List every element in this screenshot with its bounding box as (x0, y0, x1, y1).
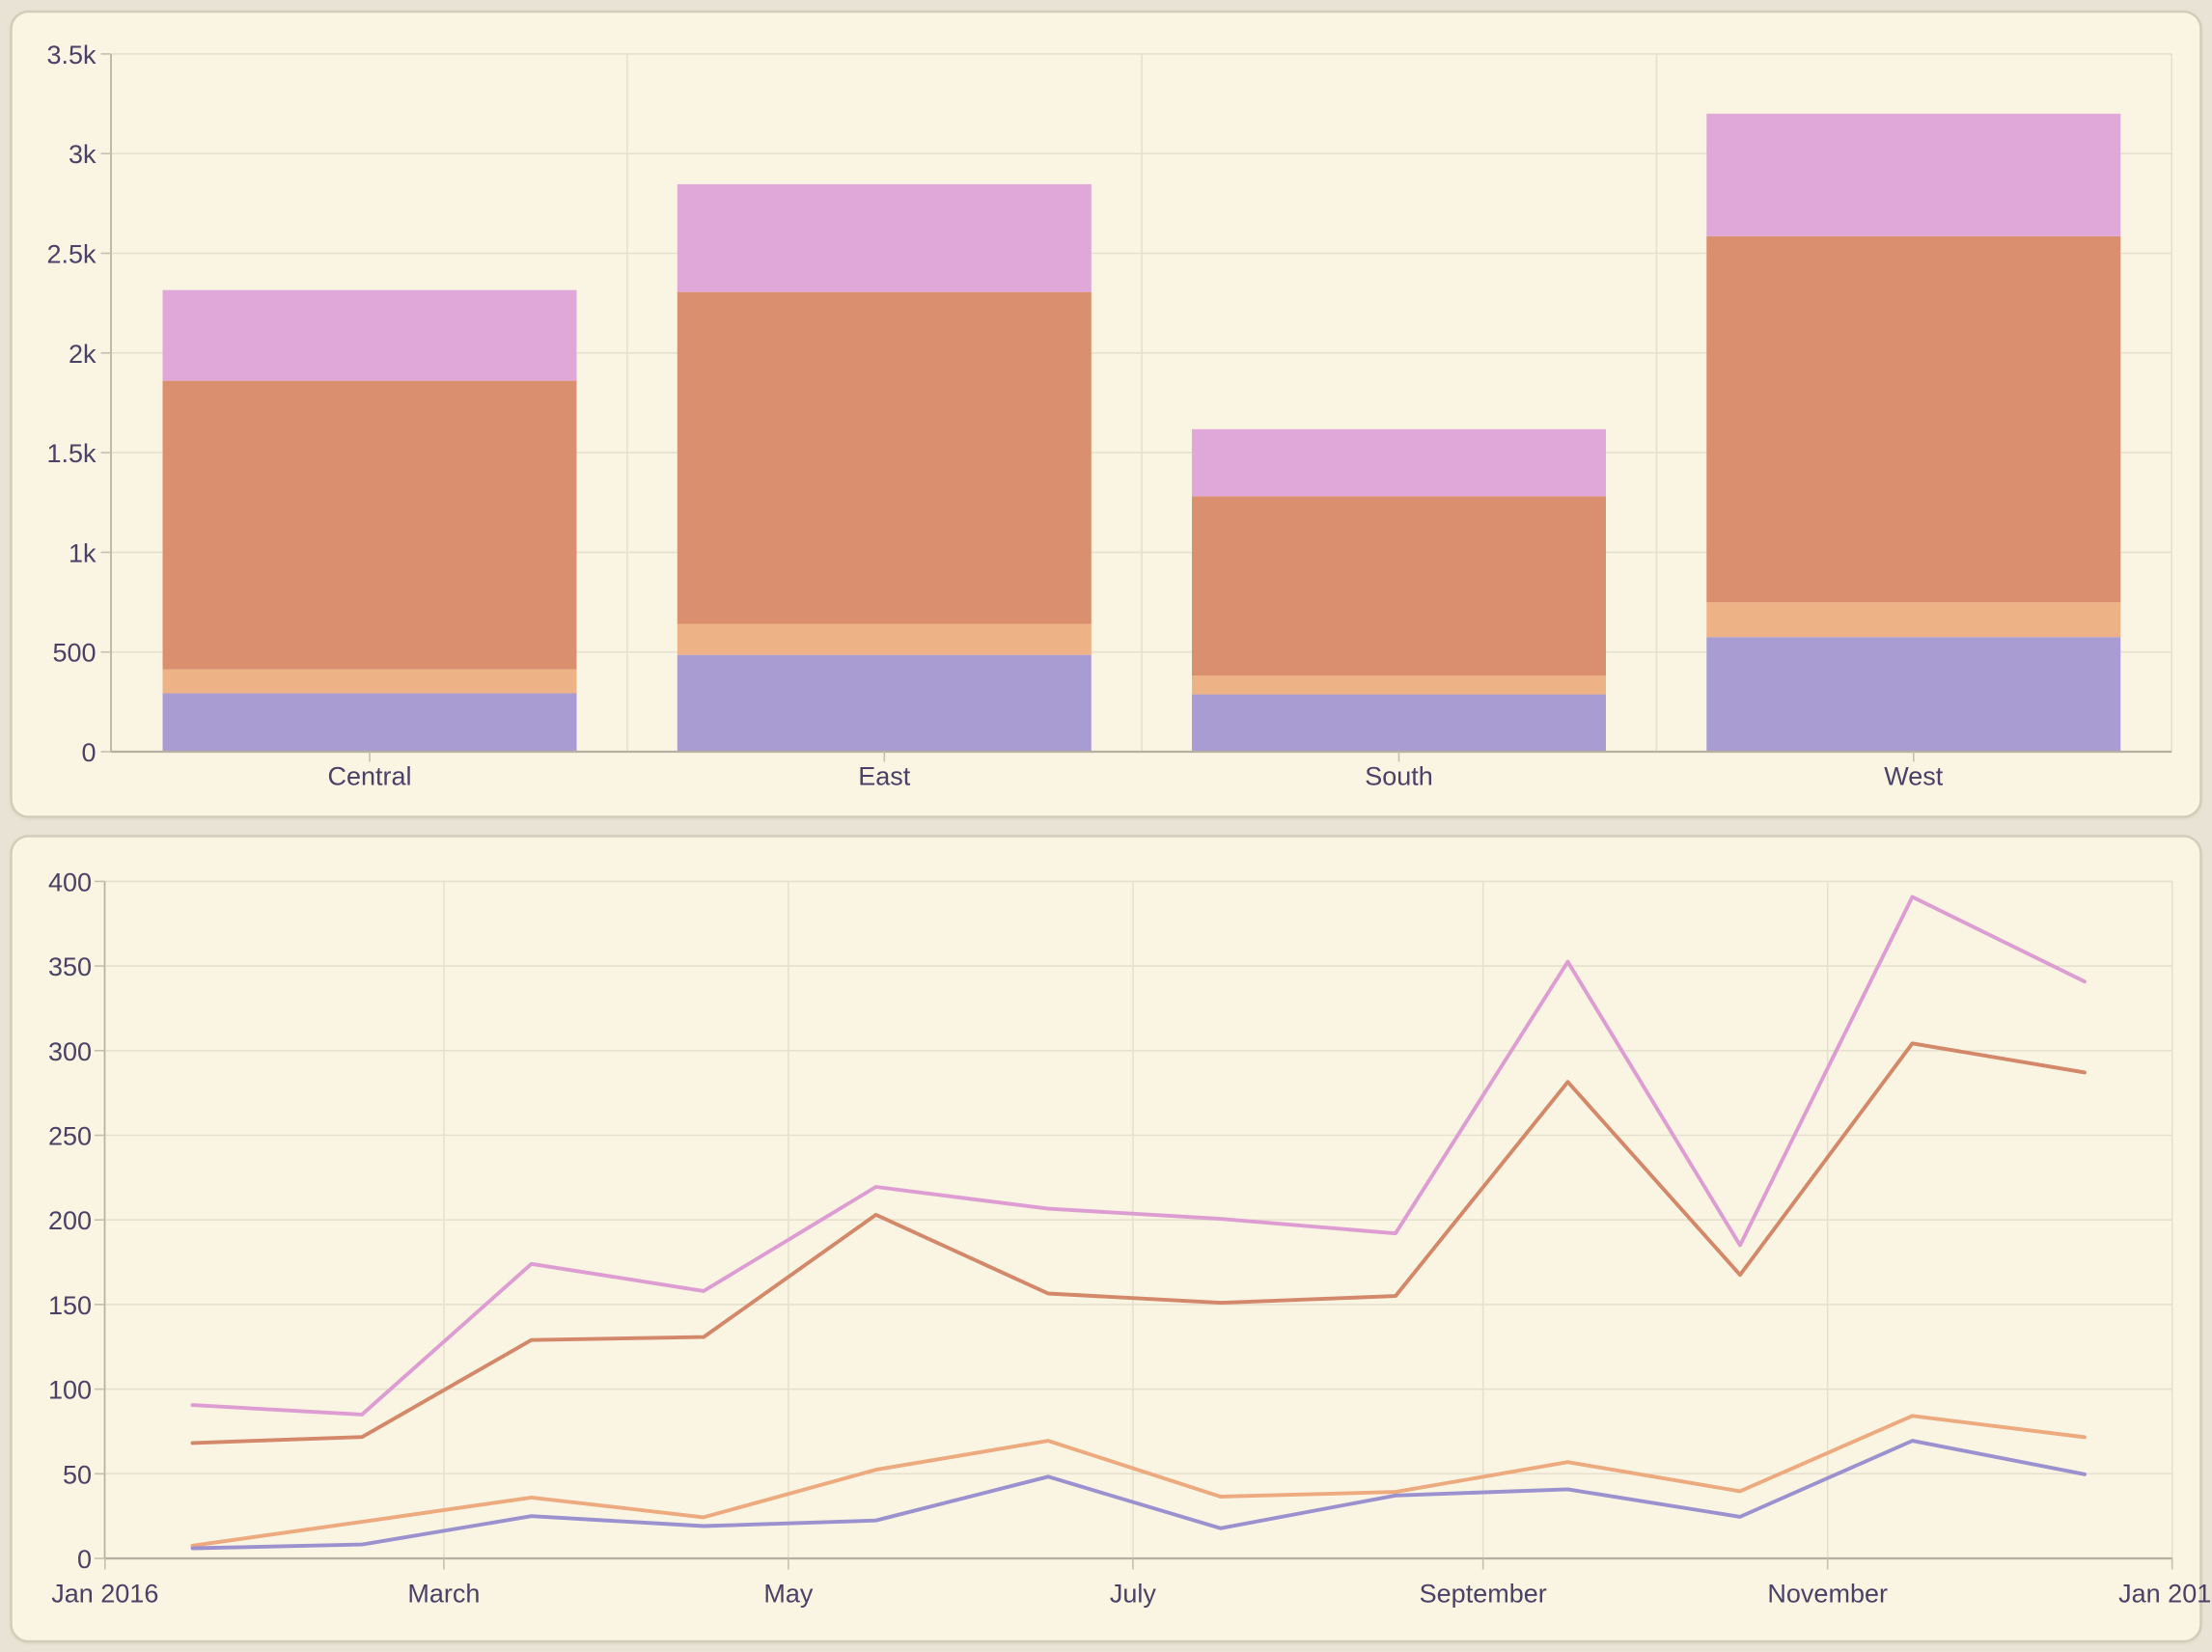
svg-text:300: 300 (48, 1037, 92, 1066)
svg-text:July: July (1110, 1580, 1157, 1609)
svg-text:November: November (1767, 1580, 1888, 1609)
svg-text:350: 350 (48, 952, 92, 981)
svg-text:Central: Central (327, 762, 411, 791)
svg-text:100: 100 (48, 1376, 92, 1405)
svg-text:50: 50 (63, 1460, 92, 1489)
svg-text:East: East (858, 762, 911, 791)
svg-text:0: 0 (81, 738, 96, 767)
svg-text:500: 500 (52, 639, 96, 668)
svg-text:South: South (1365, 762, 1433, 791)
svg-text:2k: 2k (69, 340, 97, 369)
svg-text:0: 0 (77, 1545, 92, 1574)
svg-text:September: September (1420, 1580, 1547, 1609)
svg-text:200: 200 (48, 1206, 92, 1235)
svg-text:3.5k: 3.5k (46, 41, 97, 69)
svg-text:Jan 2017: Jan 2017 (2118, 1580, 2212, 1609)
svg-text:1.5k: 1.5k (46, 439, 97, 468)
svg-text:1k: 1k (69, 538, 97, 567)
svg-text:West: West (1884, 762, 1944, 791)
svg-text:Jan 2016: Jan 2016 (51, 1580, 158, 1609)
svg-text:3k: 3k (69, 140, 97, 169)
svg-text:400: 400 (48, 867, 92, 896)
svg-text:March: March (407, 1580, 480, 1609)
svg-text:May: May (763, 1580, 814, 1609)
svg-text:2.5k: 2.5k (46, 240, 97, 269)
svg-text:150: 150 (48, 1291, 92, 1320)
svg-text:250: 250 (48, 1122, 92, 1151)
